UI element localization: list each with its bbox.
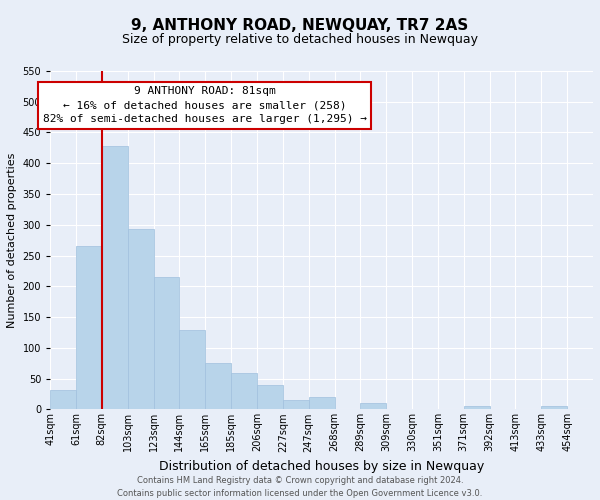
- Bar: [179, 330, 205, 409]
- Bar: [128, 229, 154, 410]
- Bar: [257, 385, 283, 409]
- Bar: [231, 373, 257, 410]
- Bar: [205, 364, 231, 410]
- Bar: [76, 246, 102, 410]
- Bar: [102, 146, 128, 409]
- Bar: [283, 400, 308, 409]
- X-axis label: Distribution of detached houses by size in Newquay: Distribution of detached houses by size …: [159, 460, 484, 473]
- Bar: [361, 404, 386, 409]
- Text: 9, ANTHONY ROAD, NEWQUAY, TR7 2AS: 9, ANTHONY ROAD, NEWQUAY, TR7 2AS: [131, 18, 469, 32]
- Text: Size of property relative to detached houses in Newquay: Size of property relative to detached ho…: [122, 32, 478, 46]
- Bar: [308, 397, 335, 409]
- Text: 9 ANTHONY ROAD: 81sqm
← 16% of detached houses are smaller (258)
82% of semi-det: 9 ANTHONY ROAD: 81sqm ← 16% of detached …: [43, 86, 367, 124]
- Bar: [154, 277, 179, 409]
- Y-axis label: Number of detached properties: Number of detached properties: [7, 152, 17, 328]
- Bar: [464, 406, 490, 410]
- Bar: [50, 390, 76, 409]
- Text: Contains HM Land Registry data © Crown copyright and database right 2024.
Contai: Contains HM Land Registry data © Crown c…: [118, 476, 482, 498]
- Bar: [541, 406, 567, 410]
